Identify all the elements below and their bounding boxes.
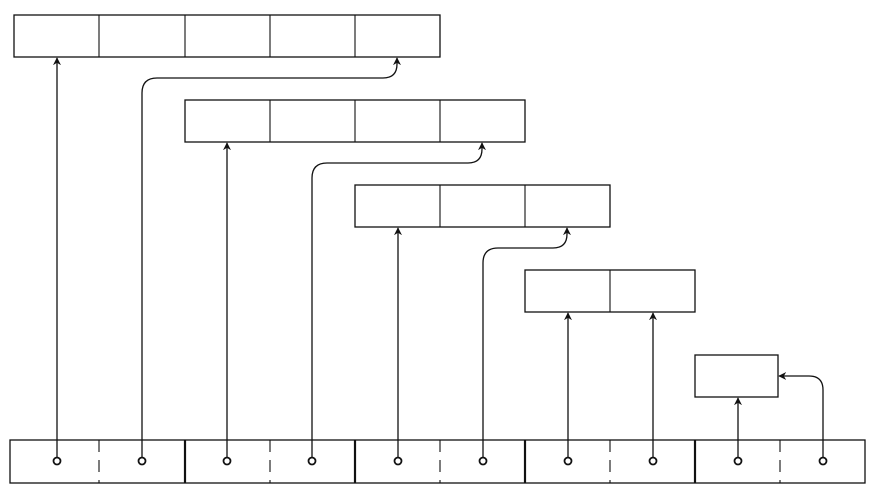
array-level-1 bbox=[13, 14, 441, 58]
array-level-3 bbox=[354, 184, 611, 228]
pointer-dot bbox=[307, 456, 317, 466]
pointer-dot bbox=[52, 456, 62, 466]
pointer-dot bbox=[563, 456, 573, 466]
pointer-origins bbox=[52, 456, 828, 466]
pointer-dot bbox=[393, 456, 403, 466]
array-box bbox=[13, 14, 441, 58]
pointer-dot bbox=[818, 456, 828, 466]
pointer-dot bbox=[648, 456, 658, 466]
array-box bbox=[9, 439, 866, 484]
array-box bbox=[354, 184, 611, 228]
pointer-dot bbox=[137, 456, 147, 466]
pointer-arrow bbox=[141, 57, 401, 458]
pointer-dot bbox=[733, 456, 743, 466]
pointer-array bbox=[9, 439, 866, 484]
pointer-dot bbox=[478, 456, 488, 466]
pointers bbox=[53, 57, 824, 458]
array-level-4 bbox=[524, 269, 696, 313]
array-level-5 bbox=[694, 354, 779, 398]
pointer-dot bbox=[222, 456, 232, 466]
pointer-arrow bbox=[311, 142, 486, 458]
pointer-arrow bbox=[482, 227, 571, 458]
pointer-arrow bbox=[778, 372, 824, 458]
array-level-2 bbox=[184, 99, 526, 143]
